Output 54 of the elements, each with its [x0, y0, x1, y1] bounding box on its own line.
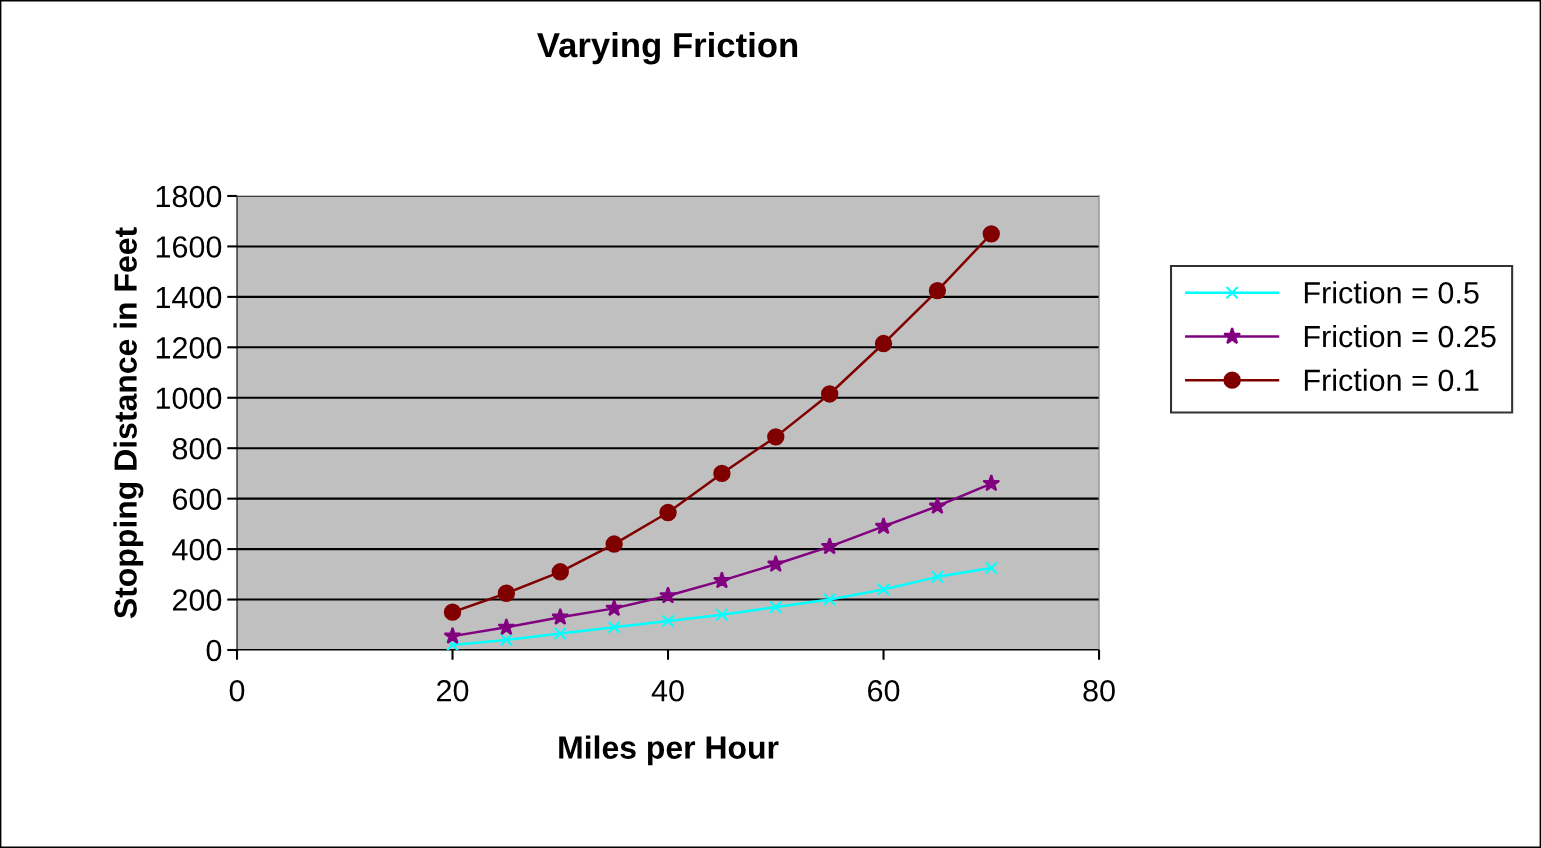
y-tick-label: 1800 [156, 185, 222, 208]
y-tick-label: 0 [206, 639, 222, 662]
point [445, 638, 460, 650]
legend-label: Friction = 0.25 [1304, 324, 1496, 348]
point [659, 503, 677, 522]
point [823, 592, 837, 607]
point [928, 496, 947, 514]
x-tick-label: 60 [868, 679, 900, 702]
point [713, 464, 731, 483]
y-axis-title: Stopping Distance in Feet [113, 227, 144, 619]
legend-label: Friction = 0.1 [1304, 368, 1479, 392]
point [982, 474, 1001, 492]
point [820, 537, 839, 555]
point [661, 614, 675, 628]
legend-label: Friction = 0.5 [1304, 281, 1479, 304]
x-tick-label: 20 [437, 679, 469, 702]
point [715, 608, 729, 622]
y-tick-label: 200 [172, 589, 222, 611]
point [607, 620, 621, 634]
point [551, 607, 570, 625]
y-tick-label: 600 [173, 488, 222, 511]
x-tick-label: 0 [229, 679, 245, 702]
x-axis-title: Miles per Hour [559, 735, 779, 766]
point [712, 571, 731, 589]
point [499, 633, 513, 647]
chart-title: Varying Friction [537, 31, 798, 65]
point [769, 600, 783, 614]
y-tick-label: 400 [172, 538, 222, 561]
point [876, 582, 891, 597]
point [551, 563, 569, 581]
point [443, 626, 462, 644]
point [605, 599, 624, 617]
point [766, 554, 785, 573]
y-tick-label: 1600 [156, 236, 222, 258]
point [874, 517, 893, 535]
point [982, 225, 1000, 243]
point [767, 428, 785, 446]
point [553, 627, 567, 641]
y-tick-label: 1400 [156, 286, 222, 309]
point [605, 535, 623, 553]
y-tick-label: 1200 [156, 337, 222, 359]
point [984, 561, 998, 575]
y-tick-label: 800 [172, 437, 222, 460]
point [820, 385, 839, 403]
point [497, 584, 516, 602]
point [443, 603, 462, 621]
x-tick-label: 40 [651, 679, 684, 702]
point [659, 586, 677, 604]
point [928, 281, 947, 300]
point [497, 617, 516, 636]
point [930, 570, 945, 584]
point [874, 334, 893, 353]
y-tick-label: 1000 [156, 387, 222, 410]
x-tick-label: 80 [1083, 679, 1115, 702]
